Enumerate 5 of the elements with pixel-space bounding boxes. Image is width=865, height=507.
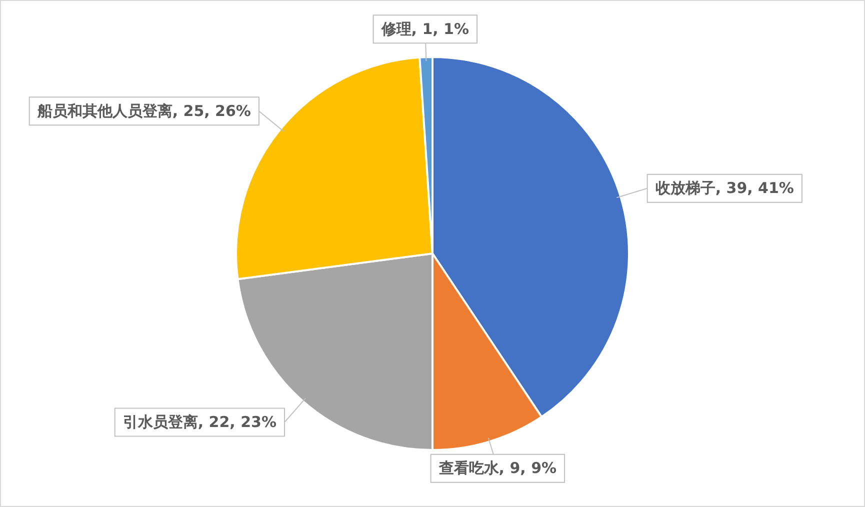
slice-label: 引水员登离, 22, 23% — [122, 413, 276, 432]
slice-label: 修理, 1, 1% — [380, 20, 470, 38]
slice-label: 收放梯子, 39, 41% — [655, 179, 794, 198]
slice-label: 船员和其他人员登离, 25, 26% — [36, 102, 251, 120]
slice-label: 查看吃水, 9, 9% — [438, 459, 557, 478]
